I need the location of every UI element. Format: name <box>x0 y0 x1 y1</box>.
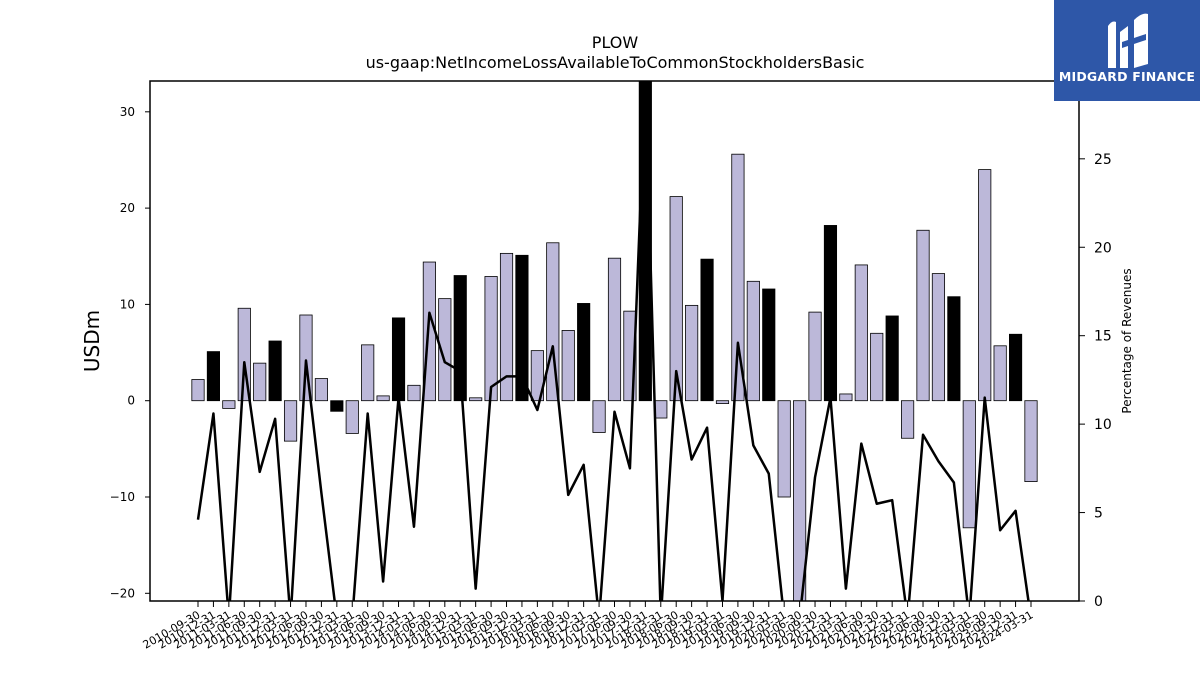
bar <box>1024 400 1038 482</box>
y-tick-label: 0 <box>127 394 135 408</box>
bar <box>901 400 915 439</box>
bar <box>823 225 838 402</box>
bar <box>731 153 745 402</box>
bar <box>993 345 1007 402</box>
bar <box>515 254 529 402</box>
midgard-finance-logo: MIDGARD FINANCE <box>1054 0 1200 101</box>
bar <box>222 400 236 409</box>
bar <box>361 344 375 402</box>
bar-series <box>191 80 1038 602</box>
y-axis-left: −20 −10 0 10 20 30 <box>110 105 150 600</box>
bar <box>253 362 267 402</box>
bar <box>715 400 730 404</box>
bar <box>268 340 282 402</box>
y2-tick-label: 15 <box>1094 329 1112 345</box>
bar <box>191 379 205 402</box>
logo-text: MIDGARD FINANCE <box>1058 69 1196 84</box>
x-axis: 2010-09-302010-12-312011-03-312011-06-30… <box>141 601 1036 652</box>
bar <box>916 229 930 402</box>
bar <box>685 304 699 402</box>
bar <box>839 393 853 402</box>
y2-tick-label: 0 <box>1094 594 1103 610</box>
bar <box>499 252 514 402</box>
bar <box>870 332 884 402</box>
y2-tick-label: 25 <box>1094 152 1112 168</box>
y-axis-right: 0 5 10 15 20 25 <box>1079 152 1112 610</box>
y2-axis-label: Percentage of Revenues <box>1120 268 1134 413</box>
bar <box>654 400 668 419</box>
bar <box>669 196 683 402</box>
bar <box>777 400 791 498</box>
bar <box>345 400 359 434</box>
bar <box>931 273 946 402</box>
bar <box>808 311 822 402</box>
bar <box>592 400 606 433</box>
y-tick-label: 20 <box>120 201 135 215</box>
bar <box>746 280 760 402</box>
bar <box>469 397 483 402</box>
bar <box>762 288 776 402</box>
bar <box>700 258 714 402</box>
bar <box>438 298 452 402</box>
bar <box>530 350 544 402</box>
bar <box>577 303 591 402</box>
y2-tick-label: 5 <box>1094 506 1103 522</box>
y-tick-label: −20 <box>110 586 135 600</box>
logo-mark-icon <box>1108 13 1148 68</box>
bar <box>407 384 421 402</box>
bar <box>1009 333 1023 402</box>
bar <box>962 400 976 529</box>
y-tick-label: 30 <box>120 105 135 119</box>
bar <box>206 351 220 402</box>
bar <box>314 378 328 402</box>
y-tick-label: −10 <box>110 490 135 504</box>
y2-tick-label: 10 <box>1094 417 1112 433</box>
bar <box>376 395 390 402</box>
bar <box>978 169 992 402</box>
y2-tick-label: 20 <box>1094 240 1112 256</box>
line-series <box>196 81 1030 601</box>
chart-title: PLOW <box>592 33 639 52</box>
bar <box>607 257 622 402</box>
bar <box>283 400 298 442</box>
bar <box>391 317 406 402</box>
bar <box>885 315 899 402</box>
bar <box>947 296 961 402</box>
bar <box>484 276 498 402</box>
bar <box>330 400 344 412</box>
chart-subtitle: us-gaap:NetIncomeLossAvailableToCommonSt… <box>366 53 865 72</box>
y-axis-label: USDm <box>80 310 104 372</box>
percentage-line <box>196 81 1030 601</box>
bar <box>854 264 868 402</box>
y-tick-label: 10 <box>120 297 135 311</box>
bar <box>561 330 575 402</box>
